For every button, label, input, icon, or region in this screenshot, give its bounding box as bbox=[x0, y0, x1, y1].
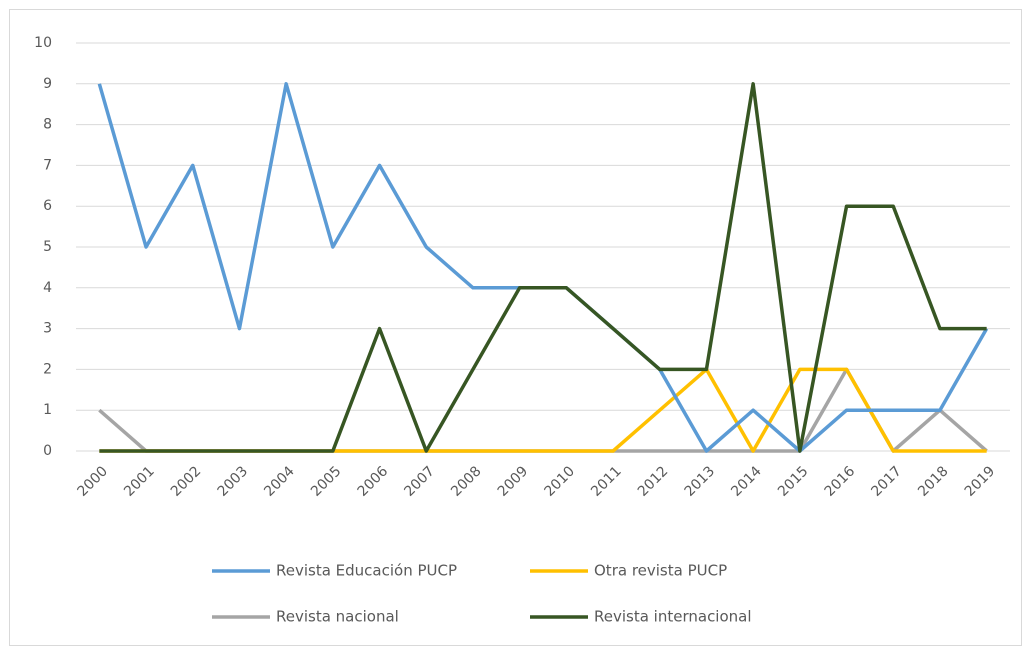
legend-label: Revista Educación PUCP bbox=[276, 562, 457, 580]
y-tick-label: 2 bbox=[43, 361, 52, 377]
y-tick-label: 3 bbox=[43, 321, 52, 337]
y-tick-label: 4 bbox=[43, 280, 52, 296]
y-tick-label: 7 bbox=[43, 157, 52, 173]
legend-label: Otra revista PUCP bbox=[594, 562, 727, 580]
y-tick-label: 5 bbox=[43, 239, 52, 255]
y-tick-label: 9 bbox=[43, 76, 52, 92]
legend-label: Revista internacional bbox=[594, 608, 752, 626]
series-line bbox=[99, 82, 987, 453]
y-tick-label: 1 bbox=[43, 402, 52, 418]
chart-border bbox=[9, 9, 1022, 646]
y-tick-label: 6 bbox=[43, 198, 52, 214]
y-tick-label: 10 bbox=[34, 35, 52, 51]
y-tick-label: 0 bbox=[43, 443, 52, 459]
y-tick-label: 8 bbox=[43, 117, 52, 133]
legend-label: Revista nacional bbox=[276, 608, 399, 626]
